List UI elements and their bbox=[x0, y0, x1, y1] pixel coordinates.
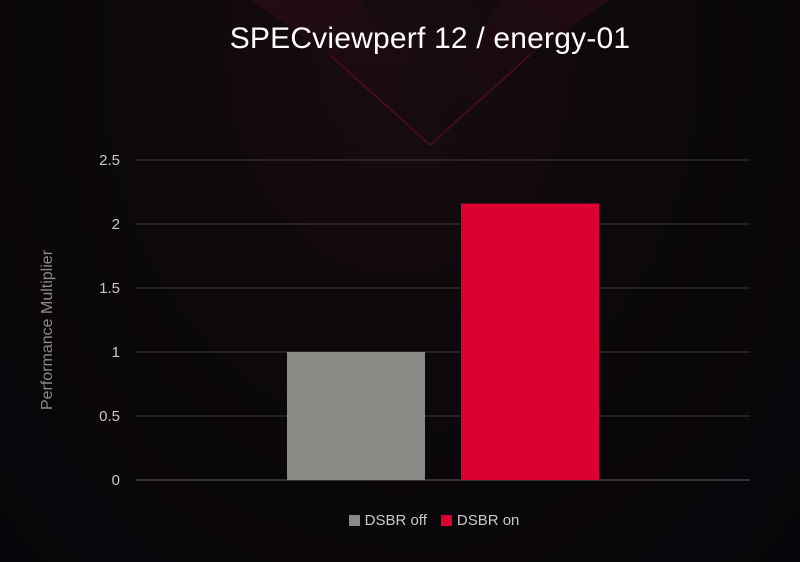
legend-item: DSBR on bbox=[440, 512, 520, 529]
y-tick-label: 2 bbox=[112, 216, 120, 233]
legend-label: DSBR off bbox=[364, 512, 427, 529]
y-axis-ticks: 0 0.5 1 1.5 2 2.5 bbox=[99, 152, 120, 489]
legend: DSBR off DSBR on bbox=[0, 512, 800, 529]
legend-item: DSBR off bbox=[348, 512, 427, 529]
bar-dsbr-on bbox=[461, 203, 599, 480]
gridlines bbox=[136, 159, 750, 481]
chart-title: SPECviewperf 12 / energy-01 bbox=[229, 22, 631, 55]
legend-swatch bbox=[348, 515, 360, 526]
legend-label: DSBR on bbox=[456, 512, 520, 529]
legend-swatch bbox=[440, 515, 452, 526]
y-tick-label: 0 bbox=[112, 472, 120, 489]
y-axis-title: Performance Multiplier bbox=[39, 249, 56, 410]
y-tick-label: 0.5 bbox=[99, 408, 120, 425]
y-tick-label: 1 bbox=[112, 344, 120, 361]
y-tick-label: 2.5 bbox=[99, 152, 120, 169]
y-tick-label: 1.5 bbox=[99, 280, 120, 297]
bar-dsbr-off bbox=[287, 352, 425, 480]
bars bbox=[287, 203, 599, 480]
